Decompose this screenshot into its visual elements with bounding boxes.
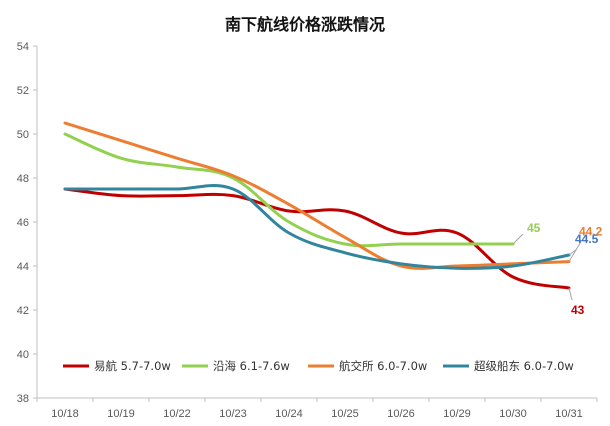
data-point	[64, 122, 67, 125]
legend-label: 超级船东 6.0-7.0w	[474, 359, 574, 373]
series-line	[63, 184, 571, 270]
y-tick-label: 40	[17, 349, 29, 361]
data-point	[288, 203, 291, 206]
x-tick-label: 10/22	[163, 408, 191, 420]
data-point	[120, 194, 123, 197]
data-point	[176, 157, 179, 160]
data-point	[456, 232, 459, 235]
data-point	[400, 243, 403, 246]
y-tick-label: 50	[17, 129, 29, 141]
end-labels: 43 45 44.244.5	[512, 221, 603, 317]
x-tick-label: 10/19	[107, 408, 135, 420]
x-tick-label: 10/26	[387, 408, 415, 420]
data-point	[456, 267, 459, 270]
legend: 易航 5.7-7.0w 沿海 6.1-7.6w 航交所 6.0-7.0w 超级船东 6…	[63, 359, 574, 373]
data-point	[176, 166, 179, 169]
series-line	[63, 132, 515, 248]
y-tick-label: 44	[17, 261, 29, 273]
x-tick-label: 10/29	[443, 408, 471, 420]
legend-label: 易航 5.7-7.0w	[94, 359, 171, 373]
x-tick-label: 10/25	[331, 408, 359, 420]
y-tick-label: 42	[17, 305, 29, 317]
end-label: 44.2	[579, 225, 603, 239]
data-point	[64, 133, 67, 136]
data-point	[232, 188, 235, 191]
end-label: 43	[571, 303, 585, 317]
data-point	[176, 188, 179, 191]
y-tick-label: 54	[17, 41, 29, 53]
y-tick-label: 52	[17, 85, 29, 97]
y-tick-label: 46	[17, 217, 29, 229]
data-point	[512, 265, 515, 268]
x-tick-label: 10/30	[499, 408, 527, 420]
series-line	[63, 121, 571, 270]
end-label-leader	[568, 241, 582, 262]
data-point	[400, 232, 403, 235]
y-tick-label: 48	[17, 173, 29, 185]
end-label-leader	[568, 287, 573, 301]
axes: 38 40 42 44 46 48 50 52 54 10/18 10/19 10/22 10/23 10…	[17, 41, 598, 420]
data-point	[176, 194, 179, 197]
data-point	[344, 236, 347, 239]
data-point	[120, 188, 123, 191]
data-point	[344, 251, 347, 254]
data-point	[400, 262, 403, 265]
chart-title: 南下航线价格涨跌情况	[225, 15, 385, 34]
data-point	[232, 194, 235, 197]
x-tick-label: 10/18	[51, 408, 79, 420]
data-point	[344, 243, 347, 246]
series-lines	[63, 121, 571, 290]
x-tick-label: 10/24	[275, 408, 303, 420]
data-point	[288, 221, 291, 224]
data-point	[120, 157, 123, 160]
x-tick-label: 10/31	[555, 408, 583, 420]
data-point	[288, 232, 291, 235]
data-point	[512, 276, 515, 279]
y-tick-label: 38	[17, 393, 29, 405]
data-point	[344, 210, 347, 213]
data-point	[232, 174, 235, 177]
x-tick-label: 10/23	[219, 408, 247, 420]
legend-label: 沿海 6.1-7.6w	[213, 359, 290, 373]
data-point	[64, 188, 67, 191]
end-label-leader	[512, 233, 524, 245]
legend-label: 航交所 6.0-7.0w	[339, 359, 427, 373]
end-label: 45	[527, 221, 541, 235]
data-point	[120, 139, 123, 142]
data-point	[456, 243, 459, 246]
data-point	[288, 210, 291, 213]
end-label: 44.5	[575, 232, 599, 246]
series-line	[63, 187, 571, 290]
end-label-leader	[568, 248, 578, 256]
